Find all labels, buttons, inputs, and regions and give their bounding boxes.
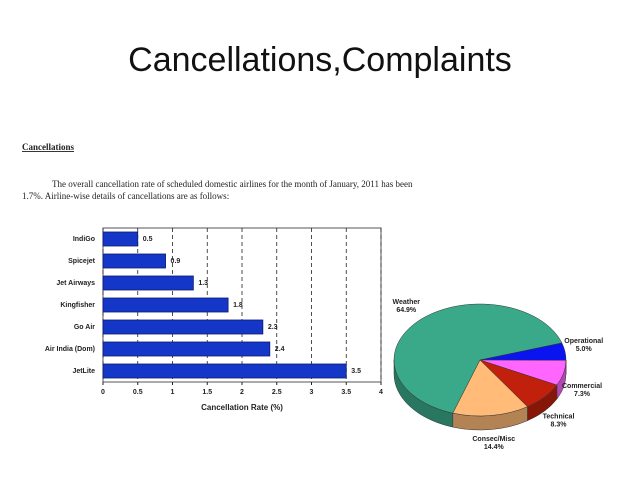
x-tick-label: 1.5 xyxy=(202,389,212,396)
value-label: 0.9 xyxy=(171,258,181,265)
x-tick-label: 3 xyxy=(310,389,314,396)
bar xyxy=(102,231,139,247)
slice xyxy=(393,303,563,414)
value-label: 1.8 xyxy=(233,302,243,309)
slice-value-label: 5.0% xyxy=(576,346,593,353)
paragraph-line: The overall cancellation rate of schedul… xyxy=(52,179,413,189)
x-axis-label: Cancellation Rate (%) xyxy=(201,403,283,412)
slice-label: Weather xyxy=(392,299,420,306)
slice-label: Technical xyxy=(543,413,575,420)
x-tick-label: 1 xyxy=(171,389,175,396)
paragraph-line: 1.7%. Airline-wise details of cancellati… xyxy=(22,191,229,201)
value-label: 0.5 xyxy=(143,236,153,243)
bar xyxy=(102,275,194,291)
slice-value-label: 8.3% xyxy=(551,421,568,428)
value-label: 3.5 xyxy=(351,368,361,375)
x-tick-label: 0.5 xyxy=(133,389,143,396)
value-label: 2.4 xyxy=(275,346,285,353)
y-tick-label: Spicejet xyxy=(68,258,96,265)
value-label: 1.3 xyxy=(198,280,208,287)
y-tick-label: Air India (Dom) xyxy=(45,346,95,353)
bar xyxy=(102,341,271,357)
x-tick-label: 2 xyxy=(240,389,244,396)
bar xyxy=(102,297,229,313)
slice-value-label: 14.4% xyxy=(484,444,505,451)
y-tick-label: Go Air xyxy=(74,324,95,331)
x-tick-label: 3.5 xyxy=(341,389,351,396)
slice xyxy=(452,359,528,417)
slice-label: Commercial xyxy=(562,383,602,390)
slide-title: Cancellations,Complaints xyxy=(128,41,512,79)
y-tick-label: JetLite xyxy=(72,368,95,375)
x-tick-label: 2.5 xyxy=(272,389,282,396)
bar xyxy=(102,363,347,379)
slice-label: Consec/Misc xyxy=(472,436,515,443)
heading: Cancellations xyxy=(22,142,74,152)
value-label: 2.3 xyxy=(268,324,278,331)
bar xyxy=(102,319,264,335)
slice-value-label: 64.9% xyxy=(396,307,417,314)
x-tick-label: 4 xyxy=(379,389,383,396)
slice-label: Operational xyxy=(564,338,603,345)
x-tick-label: 0 xyxy=(101,389,105,396)
slice-value-label: 7.3% xyxy=(574,391,591,398)
y-tick-label: Jet Airways xyxy=(56,280,95,287)
y-tick-label: Kingfisher xyxy=(60,302,95,309)
y-tick-label: IndiGo xyxy=(73,236,95,243)
bar xyxy=(102,253,166,269)
